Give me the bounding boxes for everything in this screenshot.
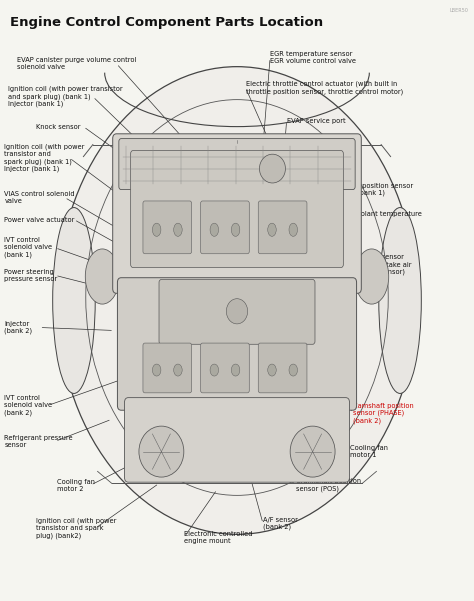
Text: LBER50: LBER50: [450, 8, 469, 13]
FancyBboxPatch shape: [201, 201, 249, 254]
Ellipse shape: [57, 67, 417, 534]
Text: Mass air flow sensor
(with built in intake air
temperature sensor): Mass air flow sensor (with built in inta…: [336, 254, 412, 275]
Ellipse shape: [259, 154, 285, 183]
Text: EGR temperature sensor
EGR volume control valve: EGR temperature sensor EGR volume contro…: [270, 51, 356, 64]
Text: Cooling fan
motor 2: Cooling fan motor 2: [57, 478, 95, 492]
Ellipse shape: [227, 299, 247, 324]
Ellipse shape: [85, 249, 119, 304]
FancyBboxPatch shape: [119, 139, 355, 189]
FancyBboxPatch shape: [143, 201, 191, 254]
Ellipse shape: [173, 223, 182, 236]
Ellipse shape: [355, 249, 389, 304]
Text: Crankshaft position
sensor (POS): Crankshaft position sensor (POS): [296, 478, 361, 492]
Text: Refrigerant pressure
sensor: Refrigerant pressure sensor: [4, 435, 73, 448]
Ellipse shape: [173, 364, 182, 376]
Text: Knock sensor: Knock sensor: [36, 124, 81, 130]
Ellipse shape: [289, 364, 298, 376]
FancyBboxPatch shape: [125, 398, 349, 482]
Text: EVAP service port: EVAP service port: [287, 118, 345, 124]
Text: Engine Control Component Parts Location: Engine Control Component Parts Location: [10, 16, 323, 29]
Ellipse shape: [231, 364, 240, 376]
Text: Ignition coil (with power
transistor and
spark plug) (bank 1)
Injector (bank 1): Ignition coil (with power transistor and…: [4, 144, 85, 172]
FancyBboxPatch shape: [201, 343, 249, 393]
FancyBboxPatch shape: [159, 279, 315, 344]
Text: Camshaft position sensor
(PHASE) (bank 1): Camshaft position sensor (PHASE) (bank 1…: [328, 183, 413, 197]
FancyBboxPatch shape: [258, 343, 307, 393]
FancyBboxPatch shape: [258, 201, 307, 254]
Ellipse shape: [289, 223, 298, 236]
FancyBboxPatch shape: [113, 134, 361, 293]
FancyBboxPatch shape: [118, 278, 356, 410]
Text: Injector
(bank 2): Injector (bank 2): [4, 321, 33, 334]
Text: Power valve actuator: Power valve actuator: [4, 216, 75, 222]
Text: EVAP canister purge volume control
solenoid valve: EVAP canister purge volume control solen…: [17, 57, 137, 70]
Ellipse shape: [139, 426, 184, 477]
Text: Cooling fan
motor 1: Cooling fan motor 1: [350, 445, 388, 458]
Ellipse shape: [268, 364, 276, 376]
Text: Power steering
pressure sensor: Power steering pressure sensor: [4, 269, 58, 282]
Ellipse shape: [53, 207, 95, 394]
FancyBboxPatch shape: [131, 151, 343, 267]
Ellipse shape: [231, 223, 240, 236]
Ellipse shape: [268, 223, 276, 236]
Ellipse shape: [153, 364, 161, 376]
Text: Ignition coil (with power
transistor and spark
plug) (bank2): Ignition coil (with power transistor and…: [36, 518, 117, 539]
Text: IVT control
solenoid valve
(bank 2): IVT control solenoid valve (bank 2): [4, 395, 53, 416]
Text: A/F sensor
(bank 2): A/F sensor (bank 2): [263, 517, 298, 530]
Text: Ignition coil (with power transistor
and spark plug) (bank 1)
Injector (bank 1): Ignition coil (with power transistor and…: [8, 86, 122, 108]
Text: IVT control
solenoid valve
(bank 1): IVT control solenoid valve (bank 1): [4, 237, 53, 258]
Text: Engine coolant temperature
sensor: Engine coolant temperature sensor: [328, 212, 421, 224]
Ellipse shape: [379, 207, 421, 394]
Text: Camshaft position
sensor (PHASE)
(bank 2): Camshaft position sensor (PHASE) (bank 2…: [353, 403, 413, 424]
FancyBboxPatch shape: [143, 343, 191, 393]
Text: Fuel damper: Fuel damper: [293, 147, 334, 153]
Ellipse shape: [210, 223, 219, 236]
Ellipse shape: [210, 364, 219, 376]
Text: Electric throttle control actuator (with built in
throttle position sensor, thro: Electric throttle control actuator (with…: [246, 81, 403, 94]
Ellipse shape: [153, 223, 161, 236]
Text: VIAS control solenoid
valve: VIAS control solenoid valve: [4, 191, 75, 204]
Text: Electronic controlled
engine mount: Electronic controlled engine mount: [184, 531, 253, 544]
Ellipse shape: [290, 426, 335, 477]
